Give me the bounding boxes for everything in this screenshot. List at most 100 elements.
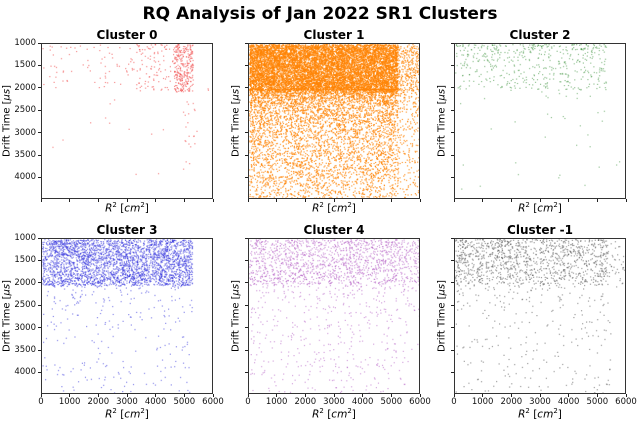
- x-axis-label: R2 [cm2]: [248, 201, 420, 215]
- x-tick-label: 5000: [380, 397, 403, 407]
- x-axis-label-var: R: [312, 202, 320, 215]
- y-tick-mark: [451, 87, 454, 89]
- x-tick-mark: [568, 199, 570, 202]
- x-tick-label: 2000: [500, 397, 523, 407]
- x-tick-mark: [596, 394, 598, 397]
- y-tick-mark: [451, 327, 454, 329]
- x-tick-mark: [390, 394, 392, 397]
- x-tick-mark: [510, 394, 512, 397]
- x-axis-label-exp: 2: [553, 407, 558, 415]
- plot-area: [41, 43, 213, 199]
- y-tick-mark: [38, 282, 41, 284]
- subplot-title: Cluster 2: [509, 28, 571, 42]
- x-tick-label: 0: [38, 397, 44, 407]
- y-axis-label: Drift Time [μs]: [231, 85, 242, 157]
- x-axis-label-var: R: [518, 408, 526, 421]
- y-tick-mark: [451, 282, 454, 284]
- subplot-title: Cluster 4: [303, 223, 365, 237]
- x-tick-label: 0: [451, 397, 457, 407]
- y-tick-mark: [451, 371, 454, 373]
- x-axis-label-text: [: [323, 202, 332, 215]
- cluster-0-points-canvas: [42, 44, 212, 198]
- y-axis-label: Drift Time [μs]: [437, 85, 448, 157]
- plot-area: [41, 238, 213, 394]
- y-axis-label: Drift Time [μs]: [2, 280, 13, 352]
- x-tick-mark: [453, 394, 455, 397]
- x-axis-label-text: ]: [144, 202, 149, 215]
- y-tick-mark: [451, 42, 454, 44]
- y-tick-label: 3000: [14, 322, 36, 333]
- y-tick-mark: [245, 109, 248, 111]
- x-tick-mark: [390, 199, 392, 202]
- x-tick-mark: [40, 394, 42, 397]
- y-tick-label: 1500: [14, 255, 36, 266]
- subplot-title: Cluster 3: [96, 223, 158, 237]
- y-axis-label: Drift Time [μs]: [231, 280, 242, 352]
- y-tick-mark: [451, 349, 454, 351]
- x-axis-label-text: [: [116, 408, 125, 421]
- x-tick-mark: [183, 199, 185, 202]
- y-tick-mark: [38, 237, 41, 239]
- cluster-3-points-canvas: [42, 239, 212, 393]
- x-tick-mark: [247, 199, 249, 202]
- y-tick-mark: [38, 109, 41, 111]
- x-tick-mark: [419, 394, 421, 397]
- y-axis-label: Drift Time [μs]: [437, 280, 448, 352]
- x-axis-label-exp: 2: [525, 201, 530, 209]
- x-tick-mark: [247, 394, 249, 397]
- x-axis-label-exp: 2: [347, 201, 352, 209]
- y-axis-label-text: Drift Time [: [436, 295, 448, 353]
- x-tick-label: 1000: [265, 397, 288, 407]
- y-tick-mark: [38, 87, 41, 89]
- x-tick-mark: [212, 394, 214, 397]
- x-axis-label-unit: cm: [124, 202, 141, 215]
- x-axis-label-text: ]: [557, 202, 562, 215]
- y-tick-label: 2000: [14, 82, 36, 93]
- subplot-cluster-neg1: Cluster -1 Drift Time [μs] R2 [cm2] 0 100…: [437, 223, 637, 421]
- y-tick-mark: [245, 304, 248, 306]
- x-tick-mark: [40, 199, 42, 202]
- y-tick-label: 1000: [14, 233, 36, 243]
- x-tick-mark: [126, 394, 128, 397]
- x-axis-label: R2 [cm2]: [454, 201, 626, 215]
- y-tick-label: 4000: [14, 172, 36, 183]
- x-tick-mark: [333, 199, 335, 202]
- x-tick-label: 2000: [294, 397, 317, 407]
- plot-area: [248, 43, 420, 199]
- subplot-cluster-3: Cluster 3 Drift Time [μs] R2 [cm2] 0 1000…: [2, 223, 224, 421]
- x-tick-label: 5000: [173, 397, 196, 407]
- y-tick-label: 2000: [14, 277, 36, 288]
- x-tick-mark: [304, 394, 306, 397]
- x-tick-label: 6000: [202, 397, 224, 407]
- x-axis-label-var: R: [105, 408, 113, 421]
- x-axis-label: R2 [cm2]: [454, 407, 626, 421]
- x-tick-label: 4000: [351, 397, 374, 407]
- x-tick-mark: [362, 199, 364, 202]
- x-axis-label-exp: 2: [140, 201, 145, 209]
- x-tick-label: 1000: [471, 397, 494, 407]
- x-tick-mark: [276, 394, 278, 397]
- x-tick-mark: [304, 199, 306, 202]
- x-tick-label: 2000: [87, 397, 110, 407]
- y-tick-mark: [245, 371, 248, 373]
- plot-area: [454, 43, 626, 199]
- x-tick-mark: [568, 394, 570, 397]
- x-axis-label-exp: 2: [319, 407, 324, 415]
- y-tick-label: 1500: [14, 60, 36, 71]
- figure-suptitle: RQ Analysis of Jan 2022 SR1 Clusters: [142, 4, 498, 24]
- cluster-1-points-canvas: [249, 44, 419, 198]
- x-tick-label: 0: [245, 397, 251, 407]
- x-axis-label-text: [: [116, 202, 125, 215]
- y-tick-mark: [38, 154, 41, 156]
- x-tick-mark: [453, 199, 455, 202]
- cluster-neg1-points-canvas: [455, 239, 625, 393]
- y-tick-label: 3500: [14, 345, 36, 356]
- subplot-cluster-0: Cluster 0 Drift Time [μs] R2 [cm2] 1000 1…: [2, 28, 214, 215]
- y-tick-mark: [451, 176, 454, 178]
- x-axis-label-exp: 2: [140, 407, 145, 415]
- x-tick-mark: [596, 199, 598, 202]
- x-axis-label-exp: 2: [112, 201, 117, 209]
- y-axis-label: Drift Time [μs]: [2, 85, 13, 157]
- y-tick-mark: [451, 237, 454, 239]
